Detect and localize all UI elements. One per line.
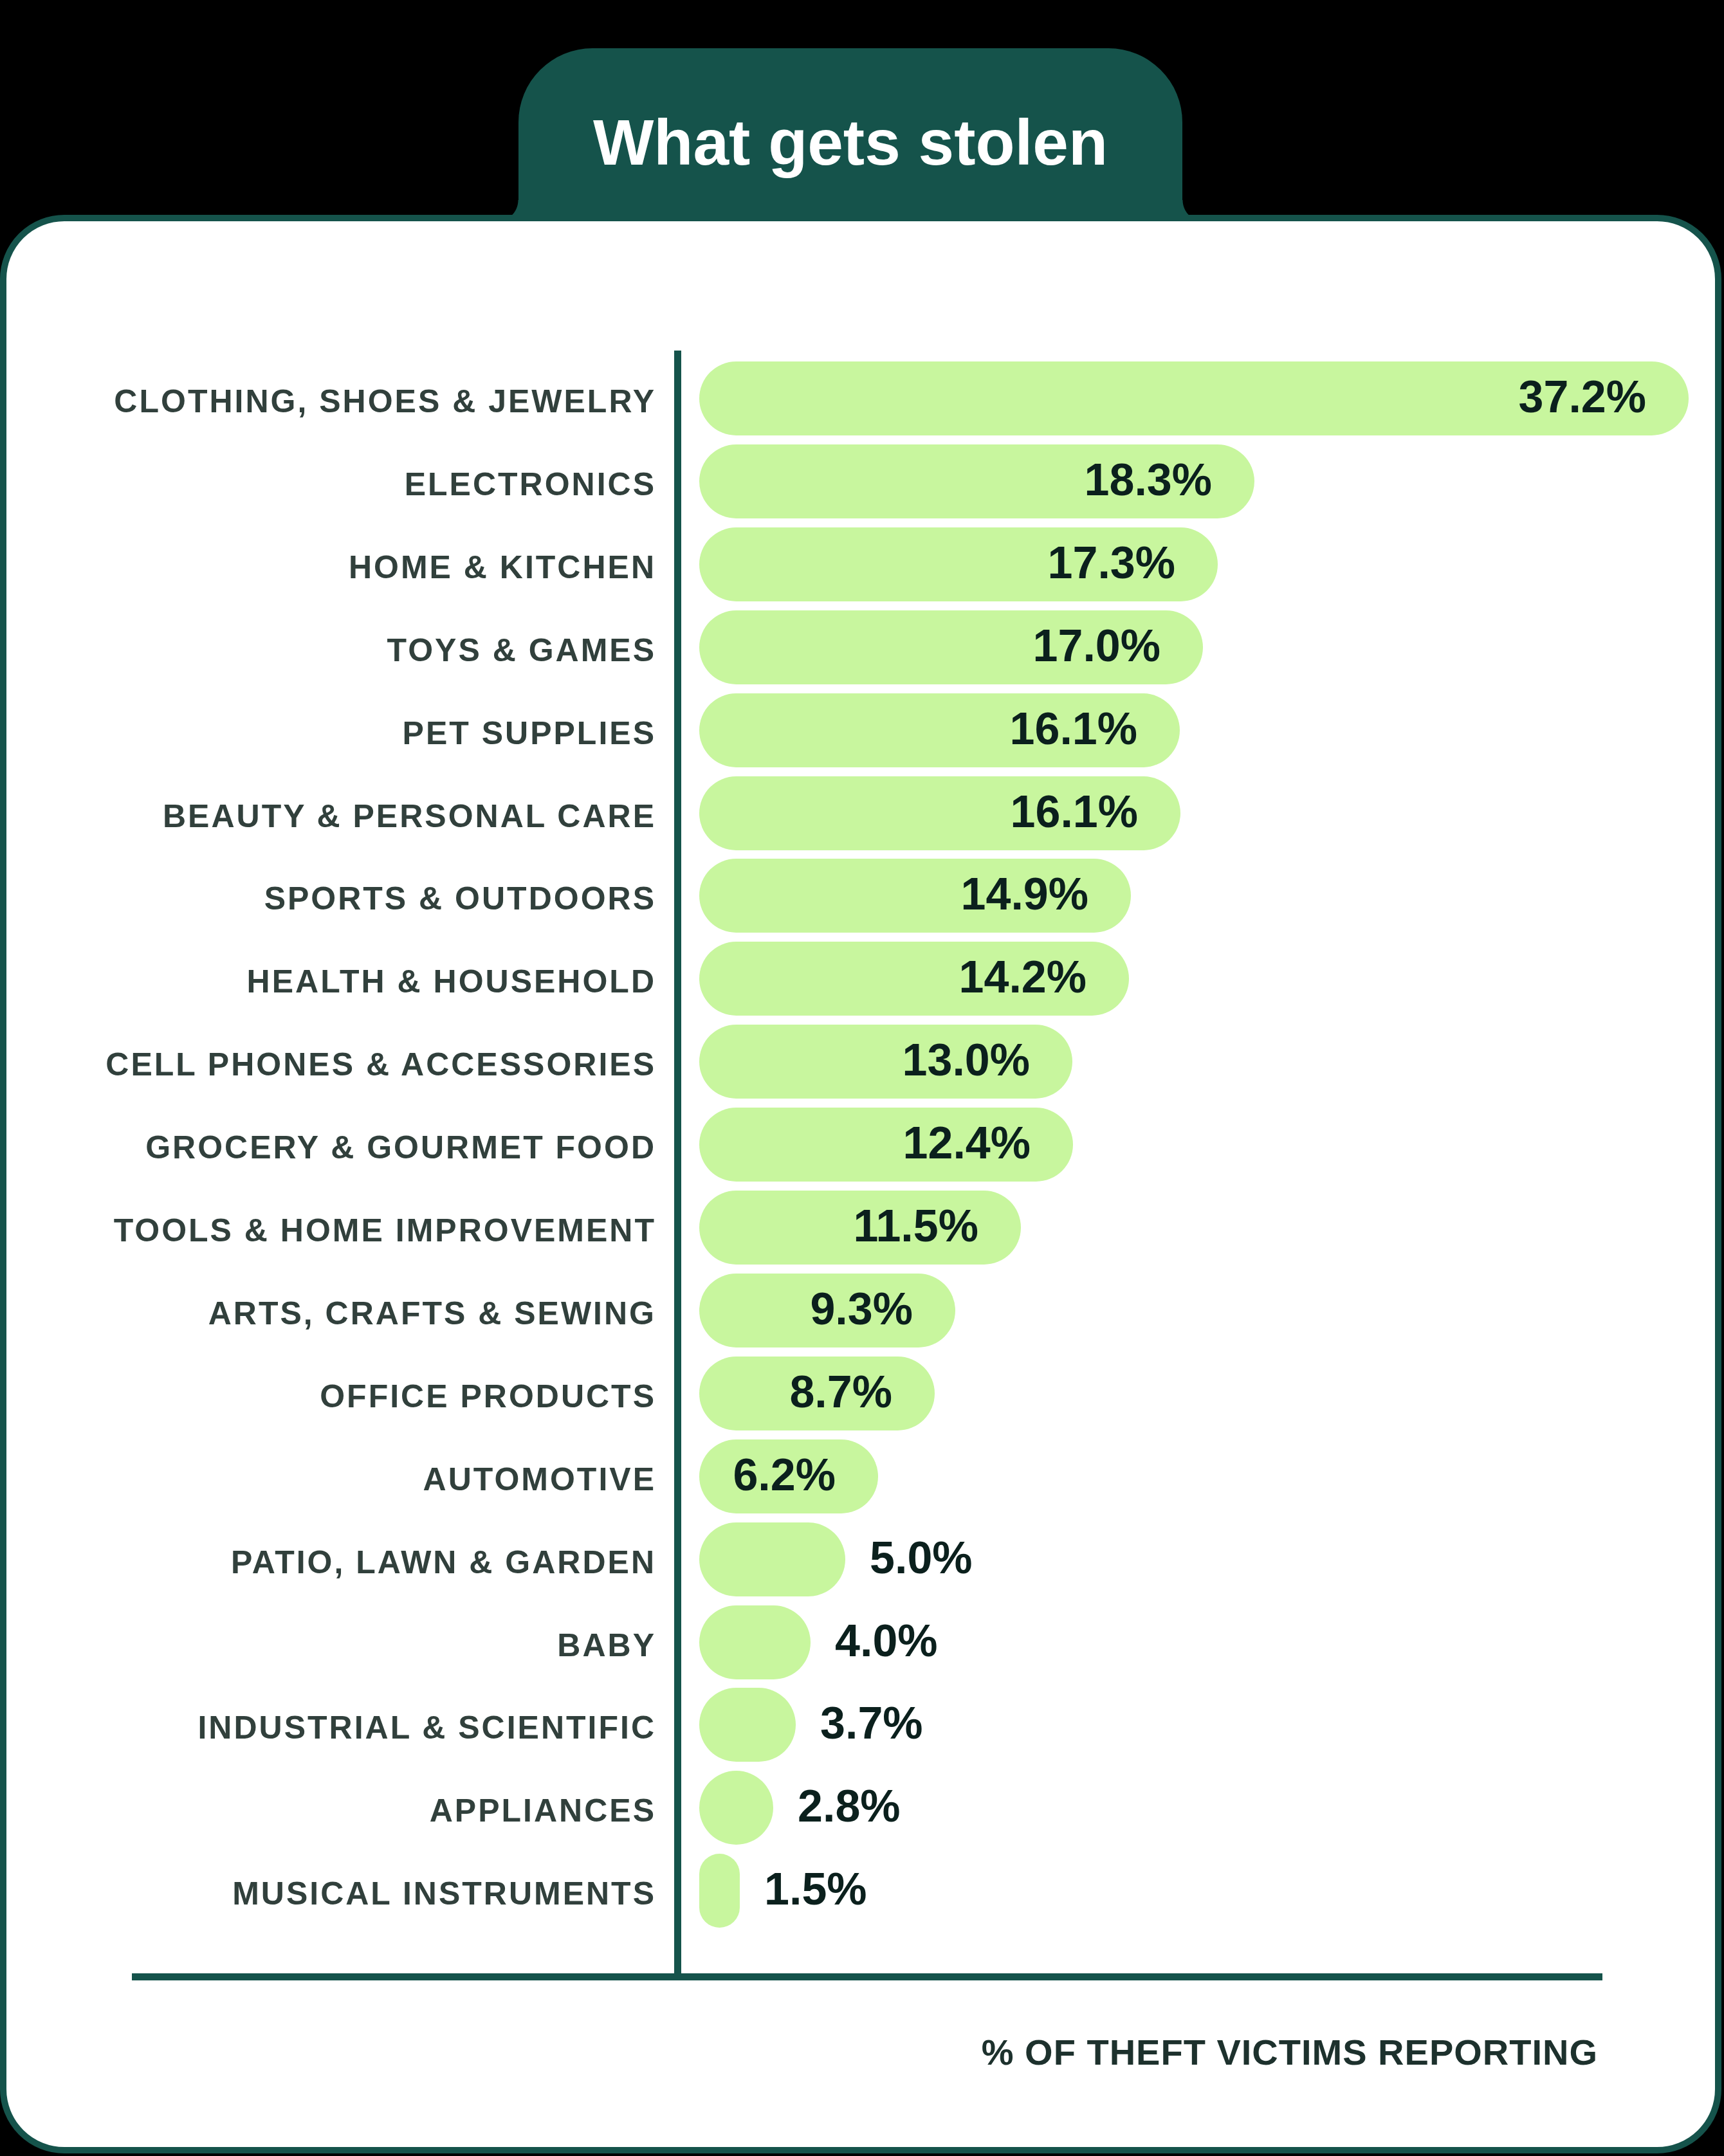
category-label: PATIO, LAWN & GARDEN — [231, 1522, 656, 1596]
chart-row: MUSICAL INSTRUMENTS 1.5% — [0, 1854, 1724, 1928]
category-label: GROCERY & GOURMET FOOD — [145, 1108, 656, 1182]
bar: 11.5% — [699, 1191, 1021, 1265]
chart-row: PATIO, LAWN & GARDEN 5.0% — [0, 1522, 1724, 1596]
chart-row: OFFICE PRODUCTS 8.7% — [0, 1357, 1724, 1430]
value-label: 17.3% — [1048, 527, 1175, 601]
chart-row: SPORTS & OUTDOORS 14.9% — [0, 859, 1724, 933]
bar: 12.4% — [699, 1108, 1073, 1182]
chart-row: INDUSTRIAL & SCIENTIFIC 3.7% — [0, 1688, 1724, 1762]
category-label: ELECTRONICS — [405, 444, 656, 518]
chart-row: PET SUPPLIES 16.1% — [0, 693, 1724, 767]
value-label: 18.3% — [1085, 444, 1212, 518]
bar: 13.0% — [699, 1025, 1072, 1099]
bar — [699, 1771, 773, 1845]
chart-row: CELL PHONES & ACCESSORIES 13.0% — [0, 1025, 1724, 1099]
bar — [699, 1522, 845, 1596]
category-label: MUSICAL INSTRUMENTS — [232, 1854, 656, 1928]
category-label: PET SUPPLIES — [403, 693, 656, 767]
bar — [699, 1688, 796, 1762]
category-label: CLOTHING, SHOES & JEWELRY — [114, 361, 656, 435]
value-label: 3.7% — [820, 1688, 923, 1762]
x-axis-label: % OF THEFT VICTIMS REPORTING — [982, 2029, 1598, 2076]
bar: 37.2% — [699, 361, 1689, 435]
bar: 17.0% — [699, 610, 1203, 684]
value-label: 17.0% — [1033, 610, 1160, 684]
category-label: BEAUTY & PERSONAL CARE — [163, 776, 656, 850]
value-label: 13.0% — [903, 1025, 1030, 1099]
chart-row: CLOTHING, SHOES & JEWELRY 37.2% — [0, 361, 1724, 435]
bar: 6.2% — [699, 1439, 878, 1513]
category-label: HEALTH & HOUSEHOLD — [247, 942, 656, 1016]
bar: 16.1% — [699, 776, 1180, 850]
chart-row: GROCERY & GOURMET FOOD 12.4% — [0, 1108, 1724, 1182]
header-tab: What gets stolen — [518, 48, 1182, 222]
value-label: 16.1% — [1010, 693, 1137, 767]
bar: 14.2% — [699, 942, 1129, 1016]
chart-row: TOOLS & HOME IMPROVEMENT 11.5% — [0, 1191, 1724, 1265]
x-axis-line — [132, 1973, 1602, 1980]
category-label: OFFICE PRODUCTS — [320, 1357, 656, 1430]
value-label: 2.8% — [798, 1771, 901, 1845]
value-label: 16.1% — [1011, 776, 1138, 850]
value-label: 6.2% — [733, 1439, 836, 1513]
chart-row: HEALTH & HOUSEHOLD 14.2% — [0, 942, 1724, 1016]
value-label: 37.2% — [1519, 361, 1646, 435]
value-label: 4.0% — [835, 1605, 938, 1679]
value-label: 14.9% — [961, 859, 1088, 933]
category-label: TOYS & GAMES — [387, 610, 656, 684]
chart-row: BABY 4.0% — [0, 1605, 1724, 1679]
chart-title: What gets stolen — [593, 91, 1108, 179]
bar: 8.7% — [699, 1357, 935, 1430]
category-label: AUTOMOTIVE — [423, 1439, 656, 1513]
category-label: TOOLS & HOME IMPROVEMENT — [114, 1191, 656, 1265]
chart-row: BEAUTY & PERSONAL CARE 16.1% — [0, 776, 1724, 850]
bar: 17.3% — [699, 527, 1218, 601]
value-label: 14.2% — [959, 942, 1087, 1016]
bar — [699, 1605, 811, 1679]
value-label: 8.7% — [789, 1357, 892, 1430]
chart-row: APPLIANCES 2.8% — [0, 1771, 1724, 1845]
category-label: INDUSTRIAL & SCIENTIFIC — [197, 1688, 656, 1762]
bar: 14.9% — [699, 859, 1131, 933]
category-label: SPORTS & OUTDOORS — [264, 859, 656, 933]
chart-row: HOME & KITCHEN 17.3% — [0, 527, 1724, 601]
value-label: 12.4% — [903, 1108, 1031, 1182]
category-label: ARTS, CRAFTS & SEWING — [208, 1274, 656, 1348]
value-label: 5.0% — [870, 1522, 973, 1596]
bar: 16.1% — [699, 693, 1180, 767]
value-label: 11.5% — [853, 1191, 978, 1265]
value-label: 9.3% — [810, 1274, 913, 1348]
bar — [699, 1854, 740, 1928]
chart-row: ARTS, CRAFTS & SEWING 9.3% — [0, 1274, 1724, 1348]
value-label: 1.5% — [764, 1854, 867, 1928]
bar: 18.3% — [699, 444, 1254, 518]
category-label: APPLIANCES — [430, 1771, 656, 1845]
chart-row: TOYS & GAMES 17.0% — [0, 610, 1724, 684]
category-label: BABY — [557, 1605, 656, 1679]
category-label: CELL PHONES & ACCESSORIES — [105, 1025, 656, 1099]
chart-row: ELECTRONICS 18.3% — [0, 444, 1724, 518]
chart-row: AUTOMOTIVE 6.2% — [0, 1439, 1724, 1513]
bar: 9.3% — [699, 1274, 955, 1348]
category-label: HOME & KITCHEN — [349, 527, 656, 601]
